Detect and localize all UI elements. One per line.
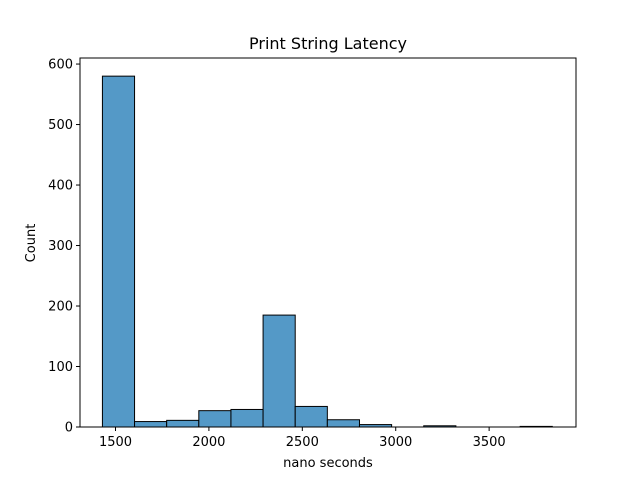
y-tick-label-400: 400 [48, 179, 73, 194]
histogram-bar-2 [166, 419, 200, 428]
y-tick-label-300: 300 [48, 239, 73, 254]
bars-group [101, 75, 553, 428]
histogram-bar-4 [230, 408, 264, 428]
y-tick-label-500: 500 [48, 118, 73, 133]
x-tick-label-1500: 1500 [99, 435, 132, 450]
x-tick-label-2500: 2500 [286, 435, 319, 450]
plot-frame [79, 57, 577, 428]
y-axis-title: Count [24, 224, 39, 263]
y-tick-label-200: 200 [48, 300, 73, 315]
y-tick-label-0: 0 [65, 421, 73, 436]
histogram-bar-3 [198, 410, 232, 428]
y-tick-label-600: 600 [48, 58, 73, 73]
histogram-bar-5 [262, 314, 296, 428]
x-tick-label-3500: 3500 [473, 435, 506, 450]
histogram-bar-0 [101, 75, 136, 428]
histogram-bar-6 [294, 405, 328, 428]
x-axis-title: nano seconds [283, 456, 373, 471]
histogram-bar-7 [326, 419, 360, 428]
x-tick-label-2000: 2000 [192, 435, 225, 450]
chart-title: Print String Latency [249, 34, 407, 53]
axes-group: 1500 2000 2500 3000 3500 0 100 200 300 400 500 600 [48, 57, 577, 450]
x-tick-label-3000: 3000 [379, 435, 412, 450]
histogram-bar-1 [134, 421, 168, 428]
y-tick-label-100: 100 [48, 360, 73, 375]
